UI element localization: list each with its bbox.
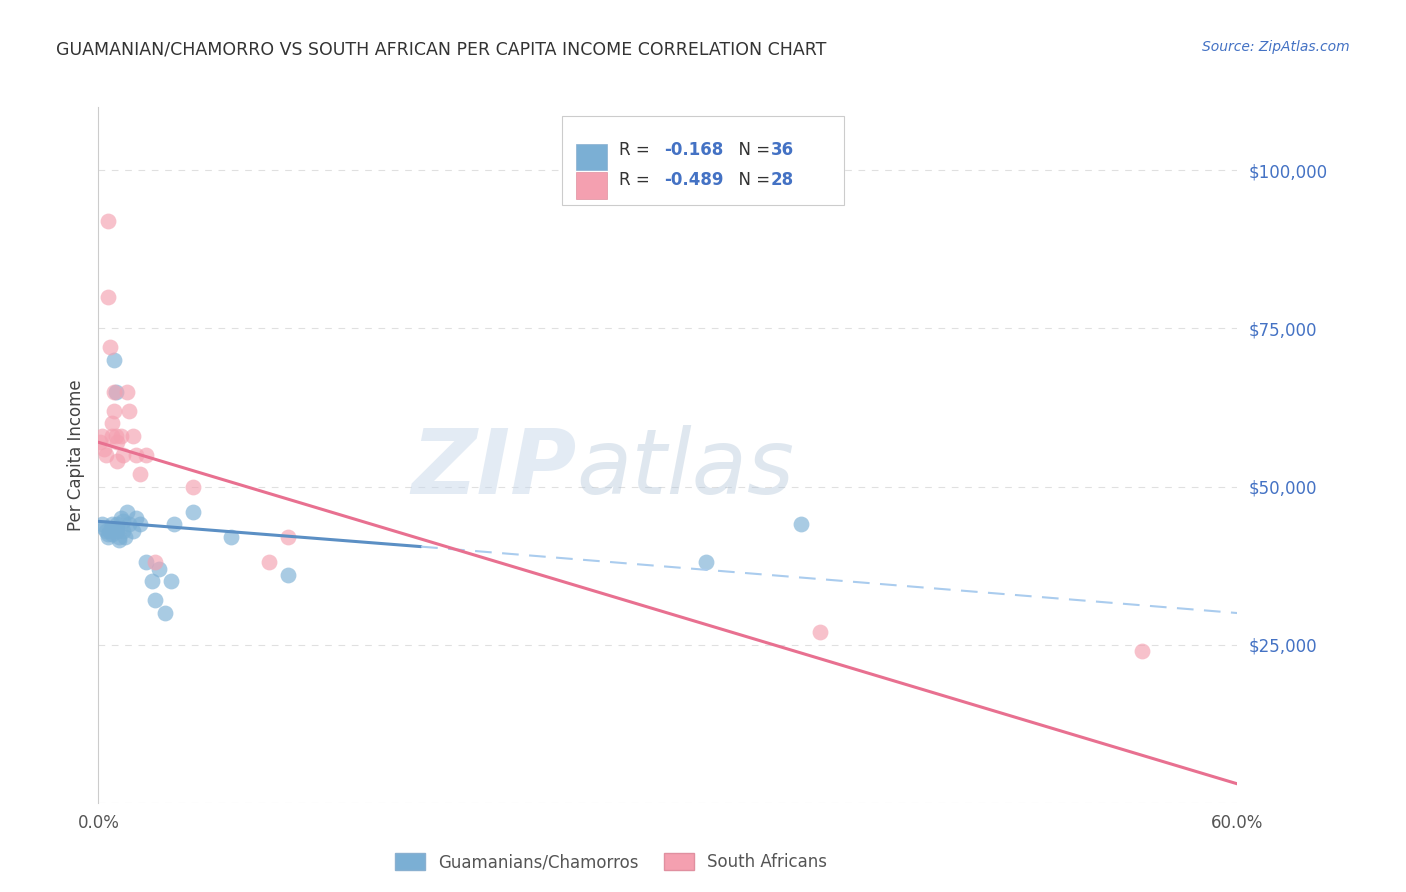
Point	[277, 530, 299, 544]
Point	[100, 429, 122, 443]
Point	[107, 517, 129, 532]
Point	[89, 435, 111, 450]
Point	[97, 214, 120, 228]
Point	[103, 353, 125, 368]
Text: N =: N =	[728, 171, 776, 189]
Text: 36: 36	[770, 141, 793, 159]
Y-axis label: Per Capita Income: Per Capita Income	[67, 379, 86, 531]
Point	[112, 514, 135, 528]
Point	[121, 524, 143, 538]
Point	[107, 454, 129, 468]
Point	[129, 517, 152, 532]
Point	[97, 530, 120, 544]
Point	[112, 524, 135, 538]
Text: atlas: atlas	[576, 425, 794, 513]
Point	[110, 429, 132, 443]
Point	[163, 517, 186, 532]
Point	[115, 384, 138, 399]
Point	[91, 429, 114, 443]
Point	[1132, 644, 1154, 658]
Point	[108, 530, 131, 544]
Point	[112, 448, 135, 462]
Point	[129, 467, 152, 481]
Point	[183, 505, 205, 519]
Point	[141, 574, 163, 589]
Text: R =: R =	[619, 171, 659, 189]
Point	[148, 562, 170, 576]
Text: N =: N =	[728, 141, 776, 159]
Point	[125, 448, 148, 462]
Point	[103, 384, 125, 399]
Point	[259, 556, 281, 570]
Point	[100, 517, 122, 532]
Point	[104, 429, 127, 443]
Point	[145, 556, 167, 570]
Point	[98, 340, 121, 354]
Point	[277, 568, 299, 582]
Point	[118, 403, 141, 417]
Point	[107, 435, 129, 450]
Point	[93, 442, 115, 456]
Point	[100, 527, 122, 541]
Text: GUAMANIAN/CHAMORRO VS SOUTH AFRICAN PER CAPITA INCOME CORRELATION CHART: GUAMANIAN/CHAMORRO VS SOUTH AFRICAN PER …	[56, 40, 827, 58]
Point	[110, 511, 132, 525]
Point	[98, 524, 121, 538]
Point	[93, 521, 115, 535]
Point	[103, 403, 125, 417]
Point	[221, 530, 243, 544]
Text: -0.168: -0.168	[664, 141, 723, 159]
Point	[808, 625, 831, 640]
Point	[107, 521, 129, 535]
Point	[159, 574, 181, 589]
Point	[121, 429, 143, 443]
Point	[104, 384, 127, 399]
Point	[94, 524, 117, 538]
Point	[125, 511, 148, 525]
Text: ZIP: ZIP	[412, 425, 576, 513]
Point	[97, 290, 120, 304]
Point	[790, 517, 813, 532]
Point	[115, 505, 138, 519]
Point	[153, 606, 176, 620]
Point	[107, 524, 129, 538]
Text: R =: R =	[619, 141, 659, 159]
Point	[108, 533, 131, 548]
Point	[91, 517, 114, 532]
Point	[100, 417, 122, 431]
Point	[135, 448, 157, 462]
Legend: Guamanians/Chamorros, South Africans: Guamanians/Chamorros, South Africans	[388, 847, 834, 878]
Point	[135, 556, 157, 570]
Point	[118, 517, 141, 532]
Point	[145, 593, 167, 607]
Point	[695, 556, 717, 570]
Text: Source: ZipAtlas.com: Source: ZipAtlas.com	[1202, 40, 1350, 54]
Point	[114, 530, 136, 544]
Point	[97, 527, 120, 541]
Point	[183, 479, 205, 493]
Text: 28: 28	[770, 171, 793, 189]
Text: -0.489: -0.489	[664, 171, 723, 189]
Point	[94, 448, 117, 462]
